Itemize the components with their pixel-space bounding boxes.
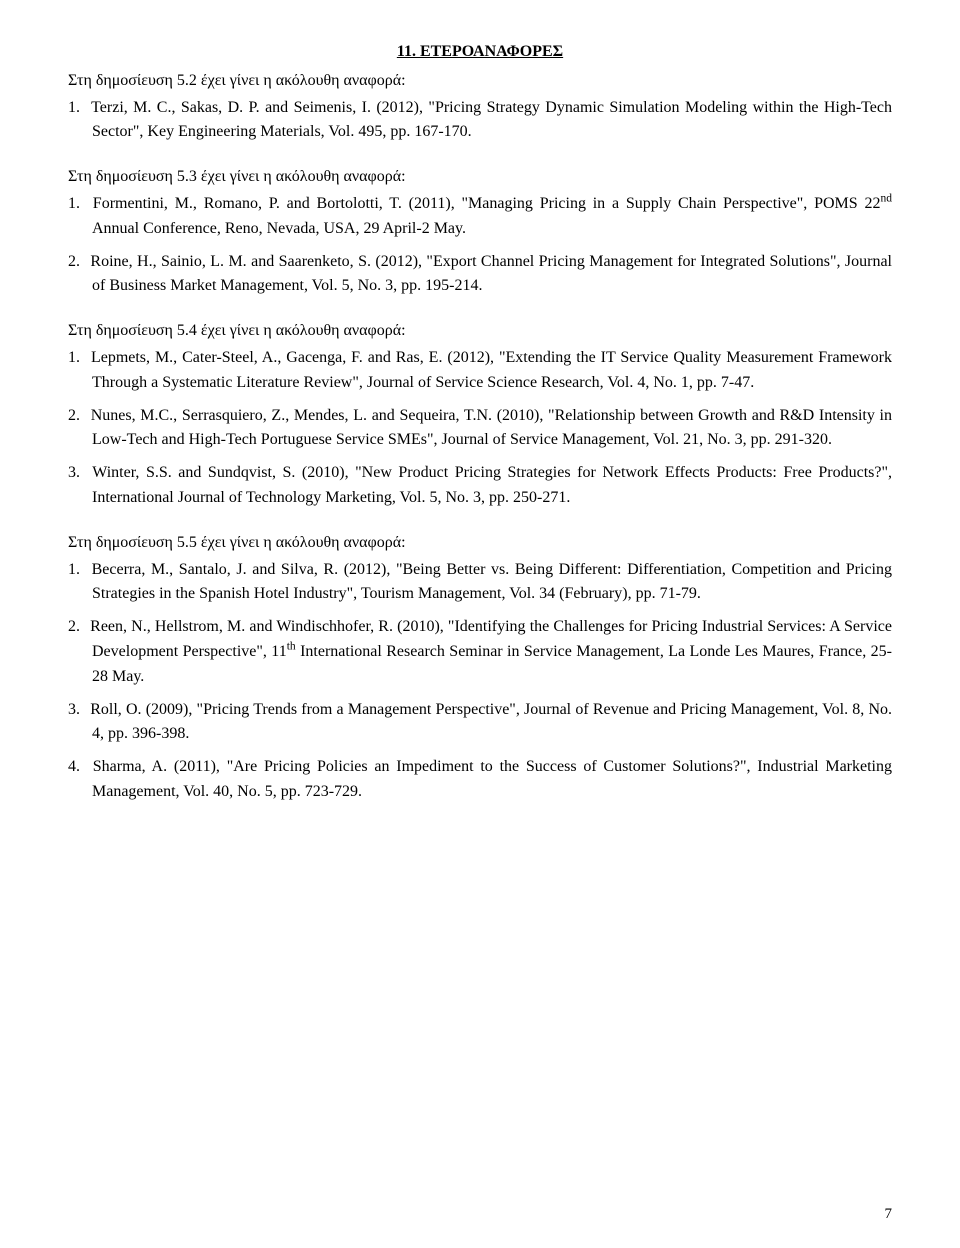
ref-list: 1. Becerra, M., Santalo, J. and Silva, R…	[68, 558, 892, 805]
ref-list: 1. Lepmets, M., Cater-Steel, A., Gacenga…	[68, 346, 892, 511]
ref-list: 1. Formentini, M., Romano, P. and Bortol…	[68, 192, 892, 299]
ref-text: Terzi, M. C., Sakas, D. P. and Seimenis,…	[91, 99, 892, 141]
ref-text: Formentini, M., Romano, P. and Bortolott…	[92, 195, 892, 237]
ref-number: 3.	[68, 698, 86, 723]
ref-item: 2. Reen, N., Hellstrom, M. and Windischh…	[68, 615, 892, 689]
ref-number: 4.	[68, 755, 86, 780]
ref-item: 2. Roine, H., Sainio, L. M. and Saarenke…	[68, 250, 892, 300]
ref-text: Winter, S.S. and Sundqvist, S. (2010), "…	[92, 464, 892, 506]
ref-text: Roine, H., Sainio, L. M. and Saarenketo,…	[90, 253, 892, 295]
group-intro: Στη δημοσίευση 5.4 έχει γίνει η ακόλουθη…	[68, 319, 892, 344]
ref-group-5-2: Στη δημοσίευση 5.2 έχει γίνει η ακόλουθη…	[68, 69, 892, 145]
ref-item: 3. Roll, O. (2009), "Pricing Trends from…	[68, 698, 892, 748]
ref-group-5-3: Στη δημοσίευση 5.3 έχει γίνει η ακόλουθη…	[68, 165, 892, 299]
ref-text: Roll, O. (2009), "Pricing Trends from a …	[90, 701, 892, 743]
group-intro: Στη δημοσίευση 5.2 έχει γίνει η ακόλουθη…	[68, 69, 892, 94]
ref-number: 1.	[68, 192, 86, 217]
ref-number: 2.	[68, 250, 86, 275]
ref-item: 3. Winter, S.S. and Sundqvist, S. (2010)…	[68, 461, 892, 511]
ref-item: 1. Formentini, M., Romano, P. and Bortol…	[68, 192, 892, 242]
ref-number: 3.	[68, 461, 86, 486]
ref-group-5-4: Στη δημοσίευση 5.4 έχει γίνει η ακόλουθη…	[68, 319, 892, 511]
ref-item: 2. Nunes, M.C., Serrasquiero, Z., Mendes…	[68, 404, 892, 454]
section-heading: 11. ΕΤΕΡΟΑΝΑΦΟΡΕΣ	[68, 40, 892, 65]
ref-item: 1. Lepmets, M., Cater-Steel, A., Gacenga…	[68, 346, 892, 396]
ref-group-5-5: Στη δημοσίευση 5.5 έχει γίνει η ακόλουθη…	[68, 531, 892, 805]
ref-list: 1. Terzi, M. C., Sakas, D. P. and Seimen…	[68, 96, 892, 146]
ref-number: 2.	[68, 615, 86, 640]
ref-text: Sharma, A. (2011), "Are Pricing Policies…	[92, 758, 892, 800]
ref-number: 1.	[68, 346, 86, 371]
group-intro: Στη δημοσίευση 5.5 έχει γίνει η ακόλουθη…	[68, 531, 892, 556]
ref-number: 2.	[68, 404, 86, 429]
ref-text: Nunes, M.C., Serrasquiero, Z., Mendes, L…	[91, 407, 892, 449]
ref-number: 1.	[68, 96, 86, 121]
document-page: 11. ΕΤΕΡΟΑΝΑΦΟΡΕΣ Στη δημοσίευση 5.2 έχε…	[0, 0, 960, 1248]
ref-item: 1. Becerra, M., Santalo, J. and Silva, R…	[68, 558, 892, 608]
ref-text: Becerra, M., Santalo, J. and Silva, R. (…	[92, 561, 892, 603]
ref-item: 4. Sharma, A. (2011), "Are Pricing Polic…	[68, 755, 892, 805]
page-number: 7	[885, 1203, 893, 1226]
group-intro: Στη δημοσίευση 5.3 έχει γίνει η ακόλουθη…	[68, 165, 892, 190]
ref-text: Lepmets, M., Cater-Steel, A., Gacenga, F…	[91, 349, 892, 391]
ref-text: Reen, N., Hellstrom, M. and Windischhofe…	[90, 618, 892, 685]
ref-item: 1. Terzi, M. C., Sakas, D. P. and Seimen…	[68, 96, 892, 146]
ref-number: 1.	[68, 558, 86, 583]
